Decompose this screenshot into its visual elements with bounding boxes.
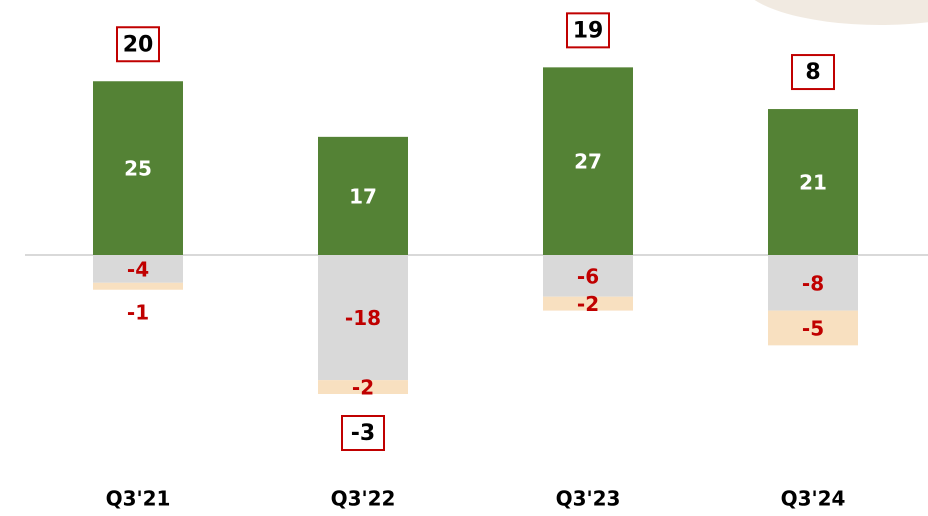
bar-segment <box>768 255 858 311</box>
value-label: 27 <box>574 150 602 174</box>
bar-segment <box>543 255 633 297</box>
total-label: -3 <box>351 421 375 446</box>
x-tick-label: Q3'21 <box>106 487 171 511</box>
bar-segment <box>93 255 183 283</box>
bar-segment <box>318 255 408 381</box>
total-label: 19 <box>573 18 604 43</box>
bar-segment <box>768 109 858 255</box>
bar-segment <box>318 136 408 255</box>
value-label: 21 <box>799 171 827 195</box>
value-label: 17 <box>349 184 377 208</box>
bar-segment <box>93 282 183 290</box>
total-label: 8 <box>805 60 820 85</box>
decoration <box>754 0 928 25</box>
bar-segment <box>768 310 858 346</box>
bar-segment <box>318 380 408 394</box>
value-label: -2 <box>352 376 374 400</box>
value-label: 25 <box>124 157 152 181</box>
total-label: 20 <box>123 32 154 57</box>
x-tick-label: Q3'23 <box>556 487 621 511</box>
value-label: -1 <box>127 300 149 324</box>
x-tick-label: Q3'22 <box>331 487 396 511</box>
total-box <box>791 54 835 91</box>
bar-segment <box>543 67 633 255</box>
x-tick-label: Q3'24 <box>781 487 846 511</box>
total-box <box>341 415 385 451</box>
value-label: -8 <box>802 271 824 295</box>
value-label: -4 <box>127 257 149 281</box>
total-box <box>116 26 160 63</box>
total-box <box>566 12 610 49</box>
value-label: -18 <box>345 306 381 330</box>
value-label: -2 <box>577 292 599 316</box>
value-label: -5 <box>802 316 824 340</box>
value-label: -6 <box>577 264 599 288</box>
bar-segment <box>543 296 633 311</box>
bar-segment <box>93 81 183 255</box>
